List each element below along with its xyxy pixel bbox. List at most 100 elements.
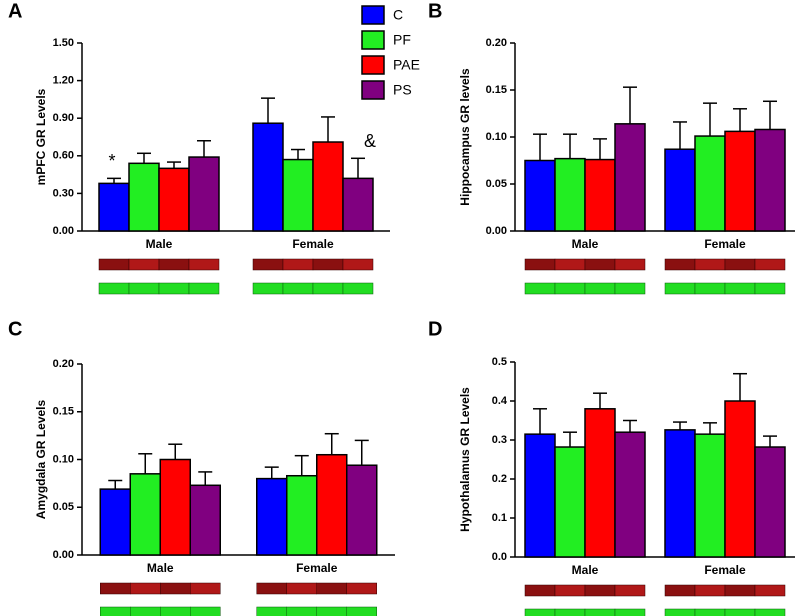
- blot-green: [554, 282, 586, 295]
- bar: [664, 429, 696, 558]
- bar: [724, 400, 756, 558]
- bar: [694, 135, 726, 232]
- bar: [694, 433, 726, 558]
- bar: [282, 158, 314, 232]
- blot-red: [128, 258, 160, 271]
- y-tick-label: 1.20: [53, 75, 74, 87]
- y-tick-label: 0.0: [492, 551, 507, 563]
- x-tick-label: Female: [704, 563, 746, 577]
- y-tick-label: 1.50: [53, 37, 74, 49]
- blot-red: [584, 258, 616, 271]
- y-tick-label: 0.3: [492, 434, 507, 446]
- bar: [524, 159, 556, 232]
- blot-red: [130, 582, 161, 595]
- legend-swatch: [361, 5, 385, 25]
- bar: [584, 408, 616, 558]
- blot-red: [100, 582, 131, 595]
- blot-green: [252, 282, 284, 295]
- blot-red: [282, 258, 314, 271]
- blot-red: [664, 258, 696, 271]
- y-tick-label: 0.20: [486, 37, 507, 49]
- x-tick-label: Male: [146, 237, 173, 251]
- blot-red: [158, 258, 190, 271]
- y-axis-title: Hippocampus GR levels: [458, 68, 472, 206]
- blot-red: [554, 584, 586, 597]
- legend-swatch: [361, 55, 385, 75]
- blot-red: [252, 258, 284, 271]
- bar: [252, 122, 284, 232]
- x-tick-label: Female: [704, 237, 746, 251]
- bar: [346, 464, 378, 556]
- y-tick-label: 0.10: [486, 131, 507, 143]
- blot-red: [188, 258, 220, 271]
- x-tick-label: Male: [147, 561, 174, 575]
- y-tick-label: 0.10: [53, 453, 74, 465]
- bar: [189, 484, 221, 556]
- blot-red: [160, 582, 191, 595]
- y-tick-label: 0.60: [53, 150, 74, 162]
- bar: [524, 433, 556, 558]
- legend-swatch: [361, 30, 385, 50]
- blot-red: [98, 258, 130, 271]
- y-tick-label: 0.2: [492, 473, 507, 485]
- annotation: *: [108, 151, 115, 171]
- blot-green: [524, 282, 556, 295]
- y-axis-title: Amygdala GR Levels: [34, 399, 48, 519]
- blot-green: [754, 608, 786, 616]
- blot-green: [286, 606, 317, 616]
- bar: [614, 123, 646, 232]
- legend-label: PAE: [393, 57, 420, 73]
- y-tick-label: 0.15: [486, 84, 507, 96]
- bar: [614, 431, 646, 558]
- bar: [256, 477, 288, 556]
- blot-green: [256, 606, 287, 616]
- blot-green: [614, 282, 646, 295]
- blot-green: [282, 282, 314, 295]
- blot-red: [694, 584, 726, 597]
- blot-red: [316, 582, 347, 595]
- x-tick-label: Male: [572, 237, 599, 251]
- bar: [316, 453, 348, 556]
- blot-green: [724, 608, 756, 616]
- y-tick-label: 0.20: [53, 358, 74, 370]
- bar: [129, 473, 161, 556]
- blot-red: [584, 584, 616, 597]
- blot-green: [316, 606, 347, 616]
- y-tick-label: 0.05: [486, 178, 507, 190]
- bar: [754, 446, 786, 558]
- blot-green: [524, 608, 556, 616]
- y-tick-label: 0.00: [486, 225, 507, 237]
- blot-red: [524, 584, 556, 597]
- blot-red: [554, 258, 586, 271]
- legend-label: C: [393, 7, 403, 23]
- bar: [554, 446, 586, 558]
- blot-green: [346, 606, 377, 616]
- blot-green: [98, 282, 130, 295]
- blot-red: [694, 258, 726, 271]
- blot-green: [188, 282, 220, 295]
- y-tick-label: 0.4: [492, 395, 508, 407]
- blot-red: [614, 584, 646, 597]
- x-tick-label: Female: [296, 561, 338, 575]
- bar: [724, 130, 756, 232]
- blot-green: [160, 606, 191, 616]
- blot-green: [128, 282, 160, 295]
- bar: [664, 148, 696, 232]
- blot-green: [694, 608, 726, 616]
- y-axis-title: mPFC GR Levels: [34, 88, 48, 185]
- blot-green: [664, 608, 696, 616]
- blot-green: [554, 608, 586, 616]
- blot-red: [664, 584, 696, 597]
- x-tick-label: Female: [292, 237, 334, 251]
- blot-red: [754, 584, 786, 597]
- bar: [99, 488, 131, 556]
- x-tick-label: Male: [572, 563, 599, 577]
- y-tick-label: 0.30: [53, 187, 74, 199]
- y-tick-label: 0.00: [53, 549, 74, 561]
- y-tick-label: 0.5: [492, 356, 507, 368]
- blot-red: [614, 258, 646, 271]
- blot-green: [342, 282, 374, 295]
- bar: [754, 128, 786, 232]
- blot-red: [190, 582, 221, 595]
